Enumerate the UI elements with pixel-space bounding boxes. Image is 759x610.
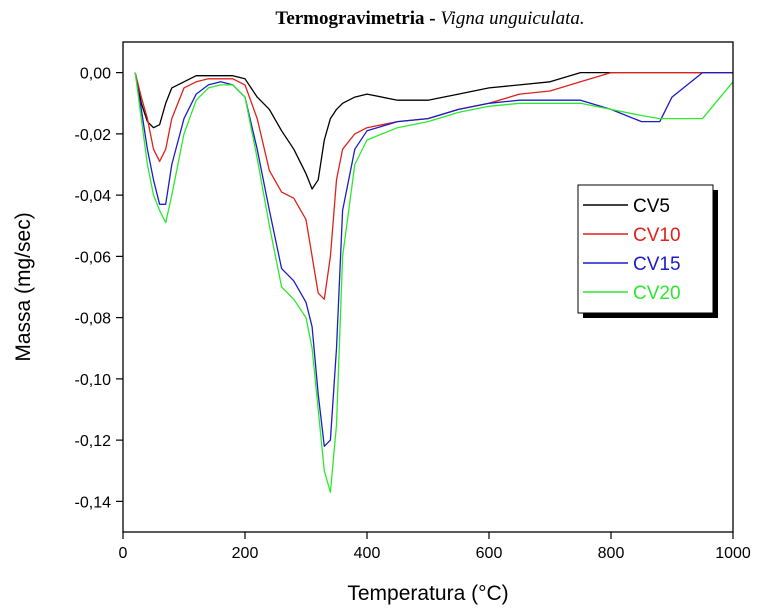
y-tick-label: -0,02: [75, 127, 112, 144]
series-line: [134, 72, 734, 493]
y-tick-label: -0,06: [75, 249, 112, 266]
y-tick-label: -0,04: [75, 188, 112, 205]
chart-title: Termogravimetria -: [275, 8, 435, 29]
legend-label: CV20: [633, 283, 681, 304]
legend-label: CV10: [633, 225, 681, 246]
y-axis-label: Massa (mg/sec): [12, 212, 35, 361]
y-tick-label: -0,08: [75, 311, 112, 328]
x-axis-label: Temperatura (°C): [347, 582, 508, 605]
series-line: [134, 71, 733, 447]
plot-frame: [122, 41, 734, 533]
x-tick-label: 600: [476, 545, 503, 562]
series-line: [134, 71, 733, 300]
legend-box: [577, 184, 714, 314]
y-tick-label: -0,14: [75, 494, 112, 511]
series-line: [134, 71, 733, 190]
x-tick-label: 200: [232, 545, 259, 562]
x-tick-label: 400: [354, 545, 381, 562]
chart-title-line: Termogravimetria - Vigna unguiculata.: [275, 8, 584, 29]
chart-subtitle: Vigna unguiculata.: [440, 8, 584, 29]
y-tick-label: 0,00: [80, 66, 111, 83]
x-tick-label: 1000: [715, 545, 751, 562]
x-tick-label: 800: [598, 545, 625, 562]
legend-label: CV5: [633, 196, 670, 217]
y-tick-label: -0,10: [75, 372, 112, 389]
legend-label: CV15: [633, 254, 681, 275]
y-tick-label: -0,12: [75, 433, 112, 450]
x-tick-label: 0: [119, 545, 128, 562]
